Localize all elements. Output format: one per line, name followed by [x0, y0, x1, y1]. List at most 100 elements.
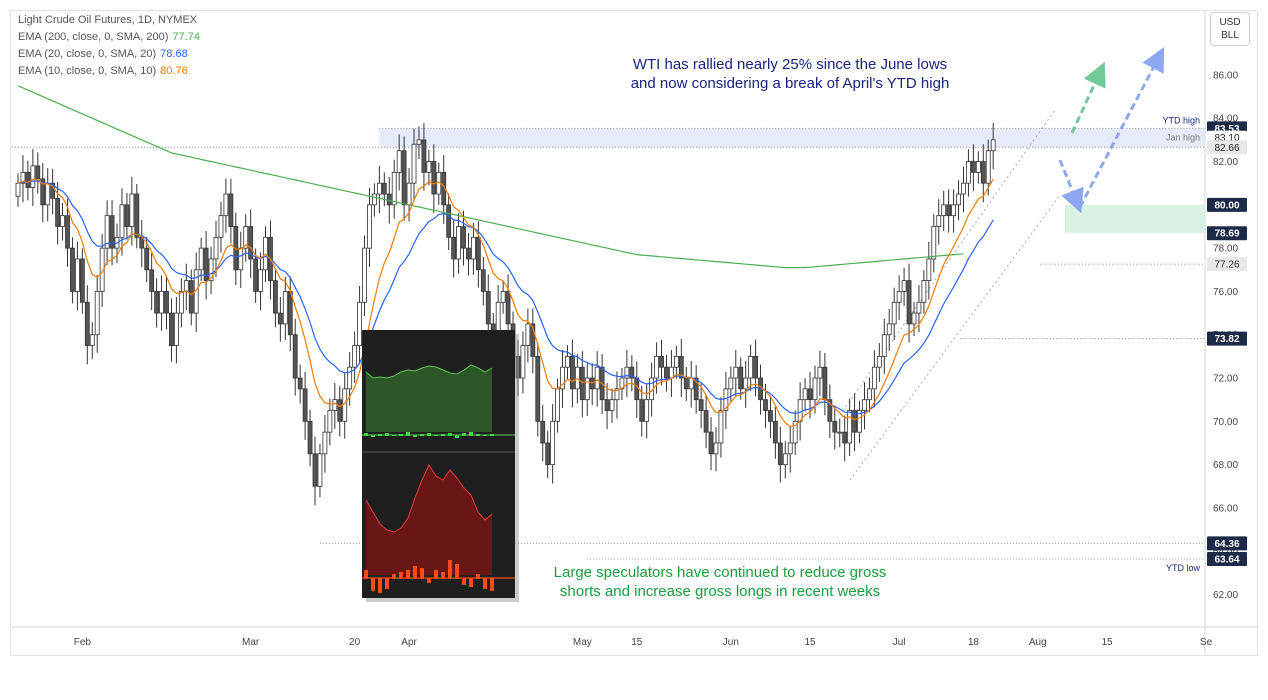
- cot-longs-bar: [399, 434, 403, 436]
- pullback-arrow-blue: [1058, 159, 1084, 214]
- candle-body: [213, 236, 219, 260]
- candle-body: [55, 197, 61, 227]
- candle-body: [124, 204, 130, 227]
- ema10-line: [17, 178, 994, 428]
- candle-body: [604, 399, 610, 411]
- y-tick-label: 86.00: [1213, 70, 1238, 81]
- cot-inset: [362, 330, 519, 602]
- candle-body: [703, 410, 709, 433]
- candle-body: [579, 366, 585, 401]
- annotation-bottom: Large speculators have continued to redu…: [520, 563, 920, 601]
- candle-body: [144, 247, 150, 271]
- cot-shorts-bar: [434, 570, 438, 579]
- candle-body: [500, 291, 506, 303]
- y-tick-label: 72.00: [1213, 374, 1238, 385]
- candle-body: [307, 420, 313, 455]
- candle-body: [282, 291, 288, 325]
- cot-longs-bar: [490, 434, 494, 436]
- candle-body: [119, 204, 125, 238]
- candle-body: [327, 410, 333, 433]
- candle-body: [233, 226, 239, 271]
- candle-body: [426, 161, 432, 173]
- candle-body: [391, 171, 397, 206]
- y-tick-label: 76.00: [1213, 287, 1238, 298]
- candle-body: [50, 182, 56, 199]
- candle-body: [218, 215, 224, 238]
- candle-body: [802, 388, 808, 401]
- candle-body: [688, 377, 694, 390]
- candle-body: [629, 366, 635, 379]
- candle-body: [921, 280, 927, 303]
- candle-body: [401, 150, 407, 206]
- candle-body: [871, 366, 877, 390]
- candle-body: [203, 247, 209, 282]
- x-tick-label: May: [573, 637, 592, 648]
- candle-body: [159, 291, 164, 314]
- y-tick-label: 68.00: [1213, 460, 1238, 471]
- candle-body: [891, 301, 897, 325]
- candle-body: [896, 291, 902, 303]
- candle-body: [555, 388, 560, 422]
- candle-body: [238, 247, 244, 271]
- candle-body: [258, 269, 263, 292]
- candle-body: [624, 366, 630, 379]
- x-tick-label: 20: [349, 637, 361, 648]
- legend-ema10[interactable]: EMA (10, close, 0, SMA, 10) 80.76: [18, 65, 188, 77]
- legend-ema200[interactable]: EMA (200, close, 0, SMA, 200) 77.74: [18, 31, 200, 43]
- candle-body: [857, 410, 862, 433]
- candle-body: [990, 139, 996, 152]
- candle-body: [748, 355, 754, 379]
- candle-body: [154, 291, 160, 314]
- candle-body: [347, 366, 353, 390]
- cot-shorts-bar: [371, 578, 375, 591]
- candle-body: [594, 366, 600, 390]
- candle-body: [970, 161, 976, 173]
- candle-body: [75, 258, 80, 292]
- legend-ema200-label: EMA (200, close, 0, SMA, 200): [18, 31, 169, 43]
- x-tick-label: 15: [631, 637, 643, 648]
- jan-high-label: Jan high: [1166, 132, 1200, 142]
- annotation-bottom-line1: Large speculators have continued to redu…: [553, 564, 887, 581]
- x-tick-label: 15: [804, 637, 816, 648]
- candle-body: [30, 165, 36, 188]
- candle-body: [228, 193, 234, 227]
- chart-title: Light Crude Oil Futures, 1D, NYMEX: [18, 14, 198, 26]
- channel-top-line: [839, 109, 1056, 416]
- candle-body: [253, 258, 259, 292]
- candle-body: [698, 399, 704, 411]
- candle-body: [446, 204, 452, 238]
- candle-body: [560, 366, 565, 390]
- candle-body: [797, 399, 803, 422]
- cot-longs-bar: [385, 433, 389, 436]
- candle-body: [342, 388, 348, 422]
- price-label: 83.53: [1214, 124, 1239, 135]
- price-label: 73.82: [1214, 334, 1239, 345]
- candle-body: [525, 323, 531, 346]
- price-label: 82.66: [1214, 143, 1239, 154]
- candle-body: [565, 355, 570, 368]
- price-label-box: [1207, 257, 1247, 272]
- candle-body: [718, 410, 724, 444]
- currency-unit-button[interactable]: USD BLL: [1210, 12, 1250, 46]
- legend-ema20[interactable]: EMA (20, close, 0, SMA, 20) 78.68: [18, 48, 188, 60]
- cot-shorts-bar: [406, 570, 410, 579]
- cot-longs-bar: [469, 432, 473, 436]
- cot-longs-bar: [448, 433, 452, 436]
- candle-body: [772, 420, 778, 444]
- candle-body: [149, 269, 155, 292]
- candle-body: [411, 143, 417, 184]
- candle-body: [89, 334, 95, 346]
- currency-line1: USD: [1219, 17, 1241, 28]
- candle-body: [733, 366, 739, 379]
- candle-body: [94, 291, 100, 336]
- legend-ema20-value: 78.68: [160, 48, 188, 60]
- price-label-box: [1207, 552, 1247, 567]
- candle-body: [985, 150, 991, 184]
- candle-body: [25, 171, 31, 188]
- candle-body: [961, 182, 966, 195]
- y-tick-label: 70.00: [1213, 417, 1238, 428]
- candle-body: [876, 355, 882, 368]
- candle-body: [134, 193, 140, 238]
- candle-body: [530, 323, 536, 357]
